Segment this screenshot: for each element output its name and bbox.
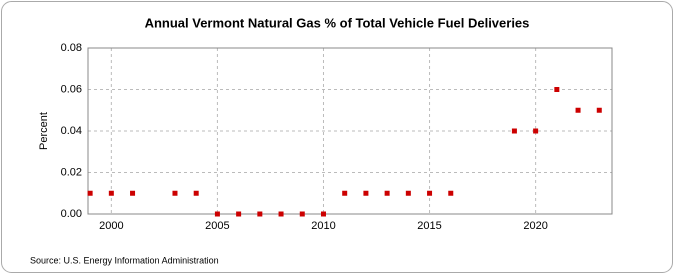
- plot-area: [87, 47, 613, 215]
- x-tick-label: 2000: [99, 220, 123, 232]
- point: [299, 211, 305, 217]
- point: [554, 87, 560, 92]
- y-tick-label: 0.08: [61, 42, 82, 54]
- source: Source: U.S. Energy Information Administ…: [30, 255, 219, 265]
- point: [320, 211, 326, 217]
- x-tick-label: 2005: [205, 220, 229, 232]
- point: [342, 190, 348, 196]
- point: [575, 107, 581, 113]
- y-tick-label: 0.04: [61, 125, 82, 137]
- point: [384, 190, 390, 196]
- point: [236, 211, 242, 217]
- point: [257, 211, 263, 217]
- point: [427, 190, 433, 196]
- point: [172, 190, 178, 196]
- point: [193, 190, 199, 196]
- point: [405, 190, 411, 196]
- x-tick-label: 2020: [523, 220, 547, 232]
- point: [108, 190, 114, 196]
- x-tick-label: 2010: [311, 220, 335, 232]
- x-tick-label: 2015: [417, 220, 441, 232]
- y-axis-label: Percent: [38, 112, 50, 150]
- point: [363, 190, 369, 196]
- y-tick-label: 0.06: [61, 83, 82, 95]
- point: [278, 211, 284, 217]
- y-tick-label: 0.00: [61, 208, 82, 220]
- point: [533, 128, 539, 134]
- point: [448, 190, 454, 196]
- point: [214, 211, 220, 217]
- point: [87, 190, 93, 196]
- point: [130, 190, 136, 196]
- point: [596, 107, 602, 113]
- y-tick-label: 0.02: [61, 166, 82, 178]
- point: [511, 128, 517, 134]
- frame: [1, 1, 673, 273]
- chart-title: Annual Vermont Natural Gas % of Total Ve…: [145, 15, 530, 30]
